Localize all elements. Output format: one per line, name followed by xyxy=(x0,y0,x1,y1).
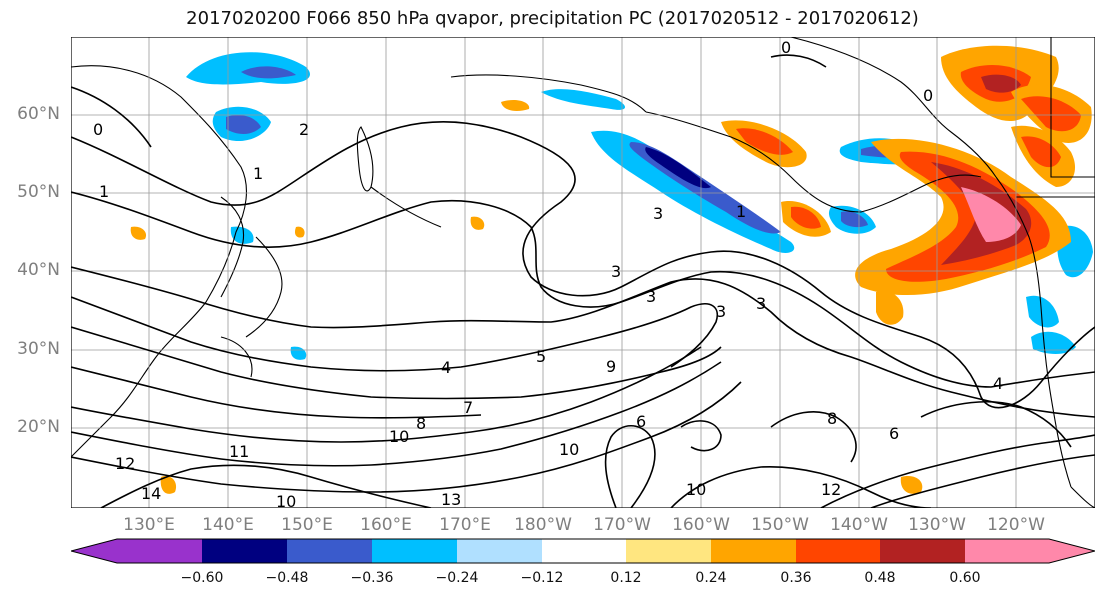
contour-label: 0 xyxy=(923,86,933,105)
positive-anomaly-shading xyxy=(130,45,1092,494)
lat-label-40n: 40°N xyxy=(17,260,60,280)
contour-label: 13 xyxy=(441,490,461,508)
contour-label: 4 xyxy=(993,374,1003,393)
contour-label: 10 xyxy=(686,480,706,499)
colorbar-tick-label: 0.12 xyxy=(610,570,642,586)
contour-labels: 1 2 1 3 1 3 3 3 3 4 5 7 8 9 10 11 12 14 … xyxy=(93,38,1003,508)
lon-label: 150°W xyxy=(751,515,809,535)
contour-label: 3 xyxy=(756,294,766,313)
contour-label: 14 xyxy=(141,484,161,503)
colorbar-tick-label: −0.36 xyxy=(350,570,394,586)
contour-label: 3 xyxy=(611,262,621,281)
contour-label: 1 xyxy=(99,182,109,201)
contour-label: 3 xyxy=(653,204,663,223)
contour-label: 6 xyxy=(636,412,646,431)
contour-label: 10 xyxy=(559,440,579,459)
colorbar-segment xyxy=(372,539,457,563)
lat-label-50n: 50°N xyxy=(17,182,60,202)
contour-label: 1 xyxy=(253,164,263,183)
colorbar xyxy=(71,538,1095,564)
contour-label: 8 xyxy=(416,414,426,433)
contour-label: 12 xyxy=(115,454,135,473)
contour-label: 8 xyxy=(827,409,837,428)
lon-label: 140°E xyxy=(202,515,254,535)
contour-label: 0 xyxy=(781,38,791,57)
lat-label-20n: 20°N xyxy=(17,417,60,437)
colorbar-tick-label: −0.12 xyxy=(520,570,564,586)
colorbar-segment xyxy=(711,539,796,563)
lat-label-30n: 30°N xyxy=(17,339,60,359)
contour-label: 5 xyxy=(536,347,546,366)
contour-label: 1 xyxy=(736,202,746,221)
contour-label: 11 xyxy=(229,442,249,461)
map-title: 2017020200 F066 850 hPa qvapor, precipit… xyxy=(186,8,919,29)
colorbar-segment xyxy=(202,539,287,563)
contour-label: 12 xyxy=(821,480,841,499)
colorbar-outline xyxy=(71,538,1095,564)
colorbar-segment xyxy=(542,539,626,563)
colorbar-segment xyxy=(287,539,372,563)
colorbar-segment xyxy=(457,539,542,563)
contour-label: 0 xyxy=(93,120,103,139)
lon-label: 130°E xyxy=(123,515,175,535)
colorbar-segment xyxy=(71,539,202,563)
lat-label-60n: 60°N xyxy=(17,104,60,124)
lon-label: 150°E xyxy=(281,515,333,535)
colorbar-tick-label: 0.24 xyxy=(695,570,727,586)
colorbar-tick-label: −0.60 xyxy=(180,570,224,586)
graticule xyxy=(71,37,1095,508)
lon-label: 170°W xyxy=(593,515,651,535)
colorbar-segment xyxy=(965,539,1095,563)
contour-label: 10 xyxy=(276,492,296,508)
colorbar-segment xyxy=(796,539,880,563)
colorbar-segment xyxy=(880,539,965,563)
colorbar-segment xyxy=(626,539,711,563)
lon-label: 170°E xyxy=(439,515,491,535)
lon-label: 140°W xyxy=(830,515,888,535)
coastlines xyxy=(71,37,1095,508)
contour-label: 3 xyxy=(646,287,656,306)
contour-label: 9 xyxy=(606,357,616,376)
colorbar-tick-label: 0.60 xyxy=(949,570,981,586)
colorbar-tick-label: −0.48 xyxy=(265,570,309,586)
lon-label: 160°E xyxy=(360,515,412,535)
lon-label: 120°W xyxy=(987,515,1045,535)
contour-label: 7 xyxy=(463,398,473,417)
contour-label: 10 xyxy=(389,427,409,446)
contour-label: 4 xyxy=(441,358,451,377)
contour-label: 3 xyxy=(716,302,726,321)
colorbar-tick-label: 0.48 xyxy=(864,570,896,586)
contour-label: 6 xyxy=(889,424,899,443)
lon-label: 180°W xyxy=(514,515,572,535)
lon-label: 160°W xyxy=(672,515,730,535)
map-panel: 1 2 1 3 1 3 3 3 3 4 5 7 8 9 10 11 12 14 … xyxy=(71,37,1095,508)
colorbar-tick-label: 0.36 xyxy=(780,570,812,586)
lon-label: 130°W xyxy=(908,515,966,535)
colorbar-tick-label: −0.24 xyxy=(435,570,479,586)
contour-label: 2 xyxy=(299,120,309,139)
qvapor-contours xyxy=(71,54,1095,508)
